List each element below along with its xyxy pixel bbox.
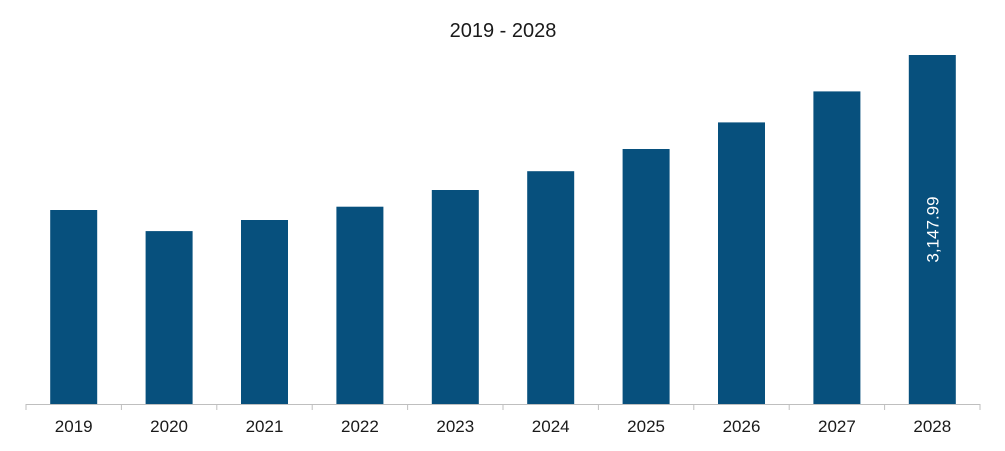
x-tick-label-2027: 2027 [818, 417, 856, 436]
x-tick-label-2021: 2021 [246, 417, 284, 436]
x-tick-label-2020: 2020 [150, 417, 188, 436]
bar-2024 [527, 171, 575, 404]
bar-2025 [622, 149, 670, 404]
x-tick-label-2022: 2022 [341, 417, 379, 436]
x-axis: 2019 2020 2021 2022 2023 2024 2025 2026 2027 2028 [25, 404, 981, 436]
bars-group [50, 55, 956, 405]
data-labels-group: 3,147.99 [923, 196, 942, 262]
bar-2019 [50, 210, 98, 404]
bar-2026 [718, 122, 765, 405]
x-tick-label-2024: 2024 [532, 417, 570, 436]
x-tick-label-2026: 2026 [723, 417, 761, 436]
x-tick-label-2028: 2028 [913, 417, 951, 436]
x-tick-label-2025: 2025 [627, 417, 665, 436]
bar-2027 [813, 91, 861, 405]
data-label-2028: 3,147.99 [923, 196, 942, 262]
bar-2020 [145, 231, 193, 404]
bar-2022 [336, 206, 384, 404]
x-tick-label-2023: 2023 [436, 417, 474, 436]
bar-2023 [431, 190, 479, 404]
bar-2028 [908, 55, 956, 404]
chart-title: 2019 - 2028 [450, 20, 557, 42]
bar-2021 [241, 220, 288, 404]
x-tick-label-2019: 2019 [55, 417, 93, 436]
